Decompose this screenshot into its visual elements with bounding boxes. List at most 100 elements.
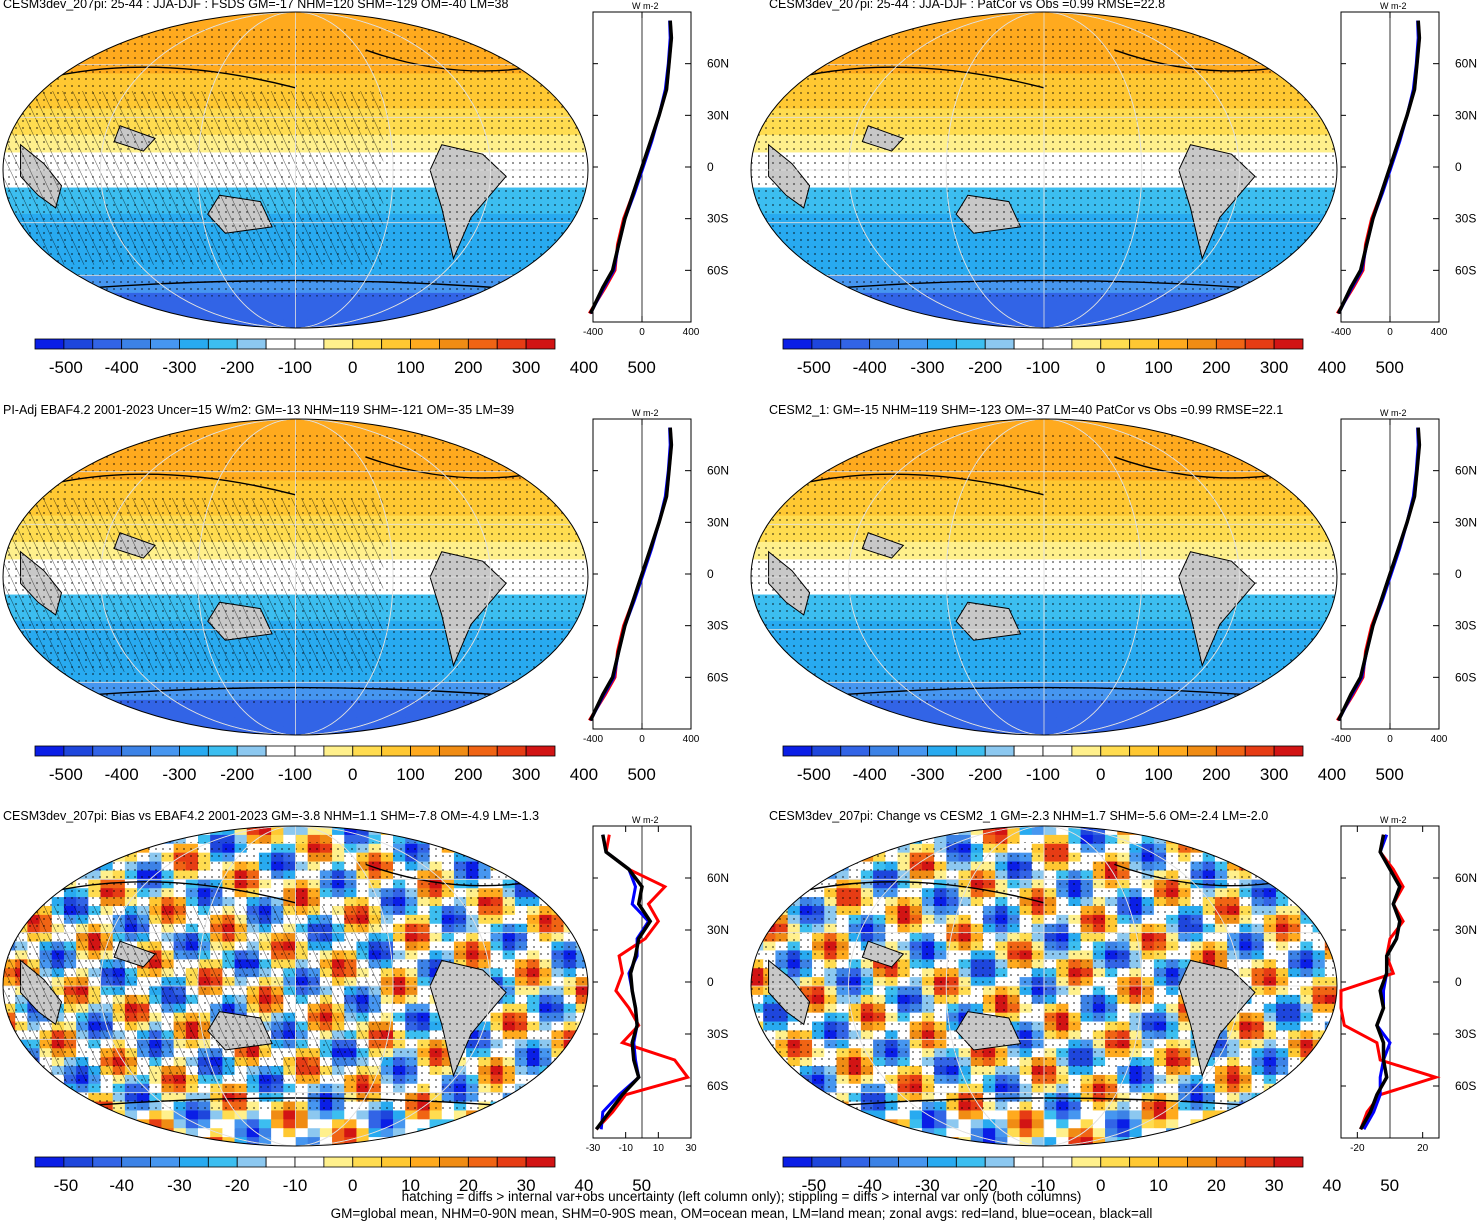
zonal-lat-label: 30S xyxy=(707,619,728,633)
zonal-lat-label: 30S xyxy=(1455,619,1476,633)
colorbar-box xyxy=(985,339,1014,349)
colorbar-box xyxy=(439,339,468,349)
colorbar-label: -400 xyxy=(105,765,139,784)
zonal-unit: W m-2 xyxy=(1380,815,1407,825)
zonal-lat-label: 30N xyxy=(1455,515,1477,529)
colorbar-label: -400 xyxy=(853,358,887,377)
footer-line-2: GM=global mean, NHM=0-90N mean, SHM=0-90… xyxy=(0,1205,1483,1222)
zonal-lat-label: 30N xyxy=(1455,108,1477,122)
zonal-lat-label: 60N xyxy=(707,57,729,71)
zonal-lat-label: 60N xyxy=(707,464,729,478)
colorbar-box xyxy=(122,1157,151,1167)
colorbar-box xyxy=(295,746,324,756)
colorbar-box xyxy=(956,339,985,349)
zonal-x-tick: -10 xyxy=(618,1143,633,1154)
colorbar-box xyxy=(237,1157,266,1167)
colorbar-label: 400 xyxy=(570,358,598,377)
colorbar-box xyxy=(208,1157,237,1167)
zonal-lat-label: 30S xyxy=(1455,1027,1476,1041)
colorbar-box xyxy=(93,339,122,349)
colorbar-box xyxy=(439,746,468,756)
panel-2: CESM3dev_207pi: 25-44 : JJA-DJF : PatCor… xyxy=(750,0,1483,400)
colorbar-box xyxy=(353,1157,382,1167)
zonal-lat-label: 0 xyxy=(1455,160,1462,174)
colorbar-box xyxy=(1245,339,1274,349)
colorbar-box xyxy=(179,339,208,349)
zonal-lat-label: 30N xyxy=(707,923,729,937)
zonal-lat-label: 60N xyxy=(1455,871,1477,885)
zonal-x-tick: 400 xyxy=(683,327,700,338)
colorbar-box xyxy=(783,746,812,756)
colorbar-box xyxy=(122,746,151,756)
map-field xyxy=(751,826,1338,1147)
panel-1: CESM3dev_207pi: 25-44 : JJA-DJF : FSDS G… xyxy=(0,0,733,400)
zonal-lat-label: 60N xyxy=(1455,464,1477,478)
colorbar-box xyxy=(1101,746,1130,756)
colorbar-label: 100 xyxy=(396,358,424,377)
colorbar-box xyxy=(1187,746,1216,756)
panel-4: CESM2_1: GM=-15 NHM=119 SHM=-123 OM=-37 … xyxy=(750,406,1483,806)
zonal-unit: W m-2 xyxy=(632,1,659,11)
panel-6: CESM3dev_207pi: Change vs CESM2_1 GM=-2.… xyxy=(750,812,1483,1212)
colorbar-box xyxy=(411,1157,440,1167)
zonal-x-tick: 400 xyxy=(1431,327,1448,338)
colorbar-label: -200 xyxy=(968,765,1002,784)
colorbar-box xyxy=(526,746,555,756)
colorbar-box xyxy=(497,746,526,756)
zonal-unit: W m-2 xyxy=(632,408,659,418)
colorbar-box xyxy=(208,746,237,756)
zonal-unit: W m-2 xyxy=(1380,408,1407,418)
colorbar-box xyxy=(1130,746,1159,756)
colorbar-box xyxy=(1187,1157,1216,1167)
colorbar-label: 200 xyxy=(1202,765,1230,784)
colorbar-box xyxy=(1072,746,1101,756)
colorbar-box xyxy=(841,1157,870,1167)
colorbar-box xyxy=(497,1157,526,1167)
zonal-unit: W m-2 xyxy=(1380,1,1407,11)
colorbar-box xyxy=(956,1157,985,1167)
map-field xyxy=(751,419,1338,736)
colorbar-box xyxy=(956,746,985,756)
colorbar-label: 500 xyxy=(627,765,655,784)
zonal-lat-label: 0 xyxy=(1455,567,1462,581)
colorbar-box xyxy=(812,746,841,756)
zonal-lat-label: 30S xyxy=(707,1027,728,1041)
colorbar-box xyxy=(179,746,208,756)
zonal-lat-label: 60N xyxy=(1455,57,1477,71)
colorbar-box xyxy=(985,746,1014,756)
colorbar-box xyxy=(870,339,899,349)
colorbar-label: -400 xyxy=(105,358,139,377)
colorbar-box xyxy=(35,339,64,349)
zonal-x-tick: -400 xyxy=(1331,327,1351,338)
colorbar-box xyxy=(324,746,353,756)
zonal-lat-label: 60S xyxy=(1455,1079,1476,1093)
zonal-lat-label: 0 xyxy=(1455,975,1462,989)
colorbar-box xyxy=(93,1157,122,1167)
colorbar-box xyxy=(1130,1157,1159,1167)
colorbar-box xyxy=(324,1157,353,1167)
colorbar-box xyxy=(93,746,122,756)
colorbar-box xyxy=(353,746,382,756)
colorbar-box xyxy=(151,1157,180,1167)
colorbar-box xyxy=(870,746,899,756)
colorbar-box xyxy=(1043,746,1072,756)
colorbar-box xyxy=(1216,1157,1245,1167)
colorbar-box xyxy=(899,339,928,349)
colorbar-box xyxy=(812,1157,841,1167)
panel-3: PI-Adj EBAF4.2 2001-2023 Uncer=15 W/m2: … xyxy=(0,406,733,806)
zonal-lat-label: 30N xyxy=(707,108,729,122)
colorbar-box xyxy=(64,339,93,349)
zonal-x-tick: -400 xyxy=(583,734,603,745)
colorbar-label: 500 xyxy=(627,358,655,377)
colorbar-label: -200 xyxy=(220,765,254,784)
map-field xyxy=(3,826,589,1147)
colorbar-label: 300 xyxy=(1260,765,1288,784)
colorbar-label: -500 xyxy=(49,765,83,784)
colorbar-box xyxy=(237,746,266,756)
